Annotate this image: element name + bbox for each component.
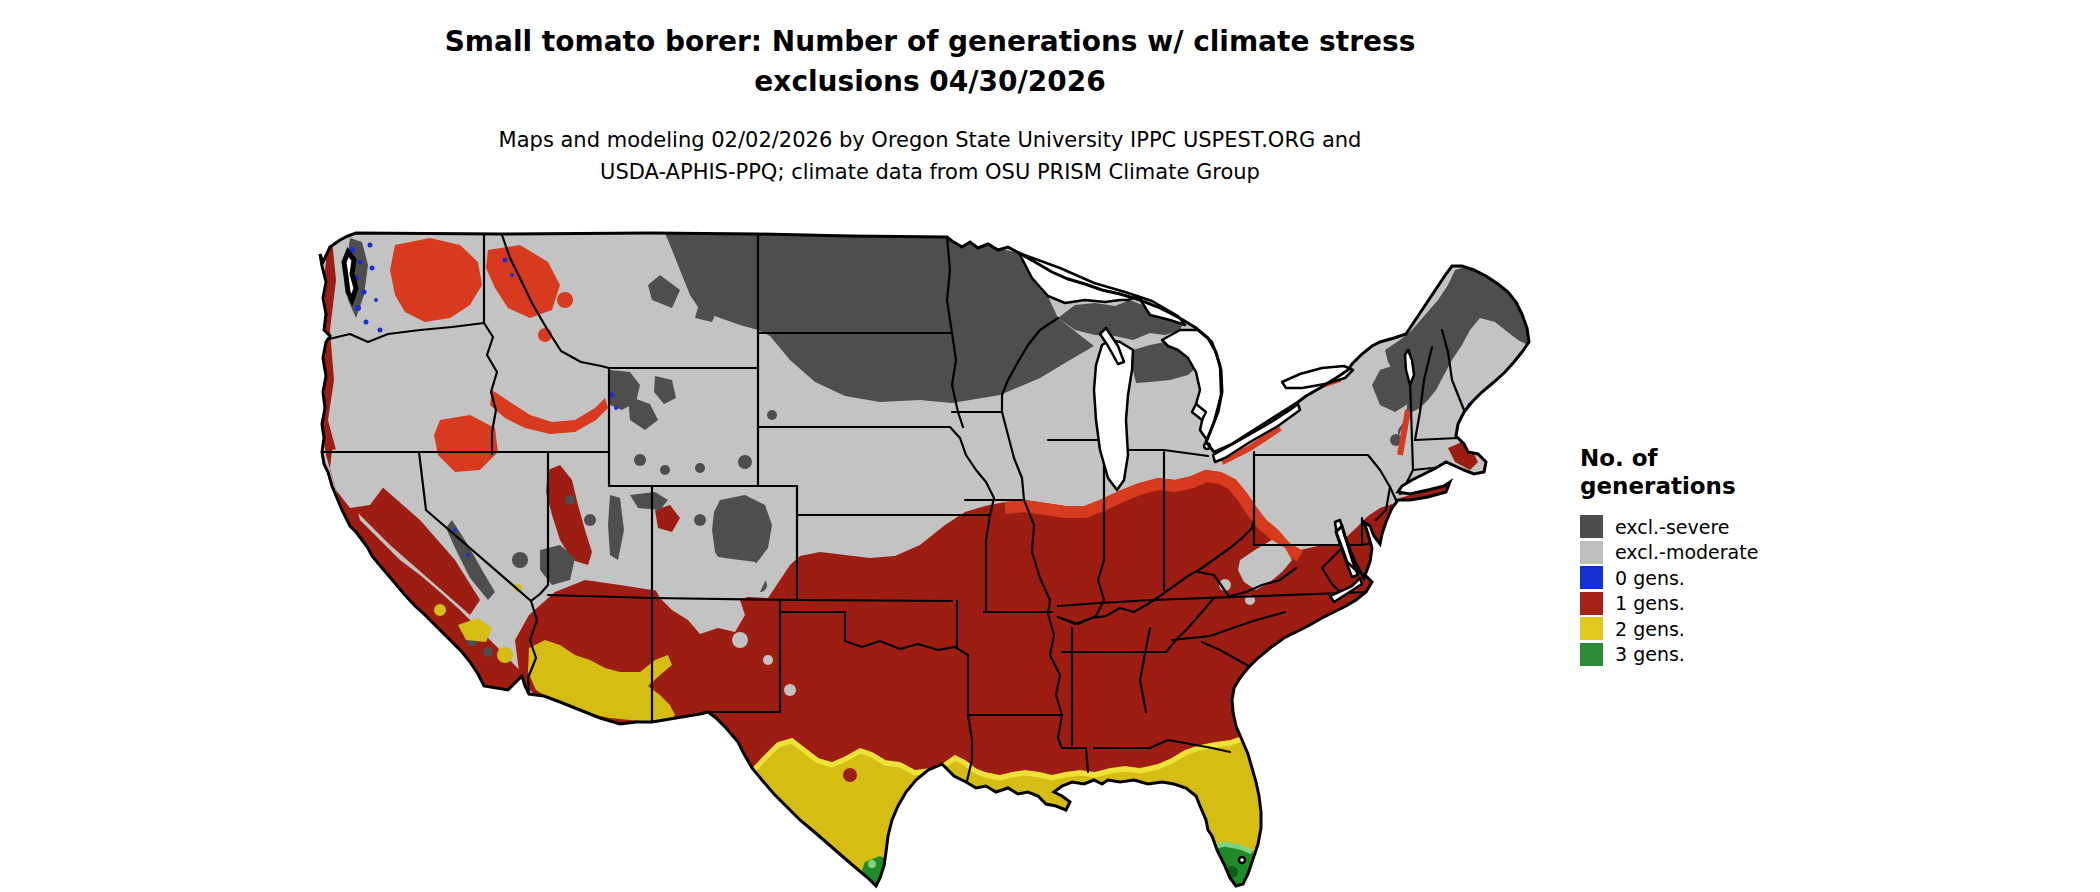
puget-sound xyxy=(344,252,356,300)
us-map xyxy=(0,0,2100,892)
lake-okeechobee xyxy=(1239,857,1245,863)
